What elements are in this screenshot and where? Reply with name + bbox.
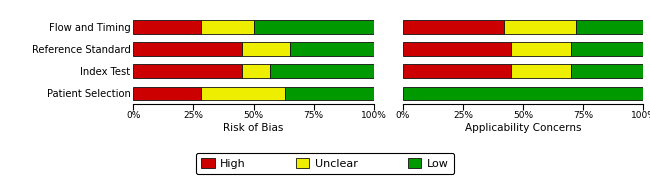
Bar bbox=[133, 64, 242, 78]
Legend: High, Unclear, Low: High, Unclear, Low bbox=[196, 153, 454, 174]
Bar bbox=[254, 20, 374, 34]
Bar bbox=[201, 87, 285, 100]
Bar bbox=[242, 42, 290, 56]
X-axis label: Risk of Bias: Risk of Bias bbox=[224, 123, 284, 133]
Bar bbox=[571, 64, 644, 78]
Bar bbox=[403, 20, 504, 34]
Bar bbox=[403, 87, 644, 100]
Bar bbox=[511, 64, 571, 78]
Bar bbox=[403, 64, 511, 78]
X-axis label: Applicability Concerns: Applicability Concerns bbox=[465, 123, 581, 133]
Bar bbox=[290, 42, 374, 56]
Bar bbox=[242, 64, 270, 78]
Bar bbox=[571, 42, 644, 56]
Bar bbox=[133, 42, 242, 56]
Bar bbox=[270, 64, 374, 78]
Bar bbox=[511, 42, 571, 56]
Bar bbox=[133, 20, 201, 34]
Bar bbox=[403, 42, 511, 56]
Bar bbox=[201, 20, 254, 34]
Bar bbox=[133, 87, 201, 100]
Bar bbox=[285, 87, 374, 100]
Bar bbox=[504, 20, 576, 34]
Bar bbox=[576, 20, 644, 34]
